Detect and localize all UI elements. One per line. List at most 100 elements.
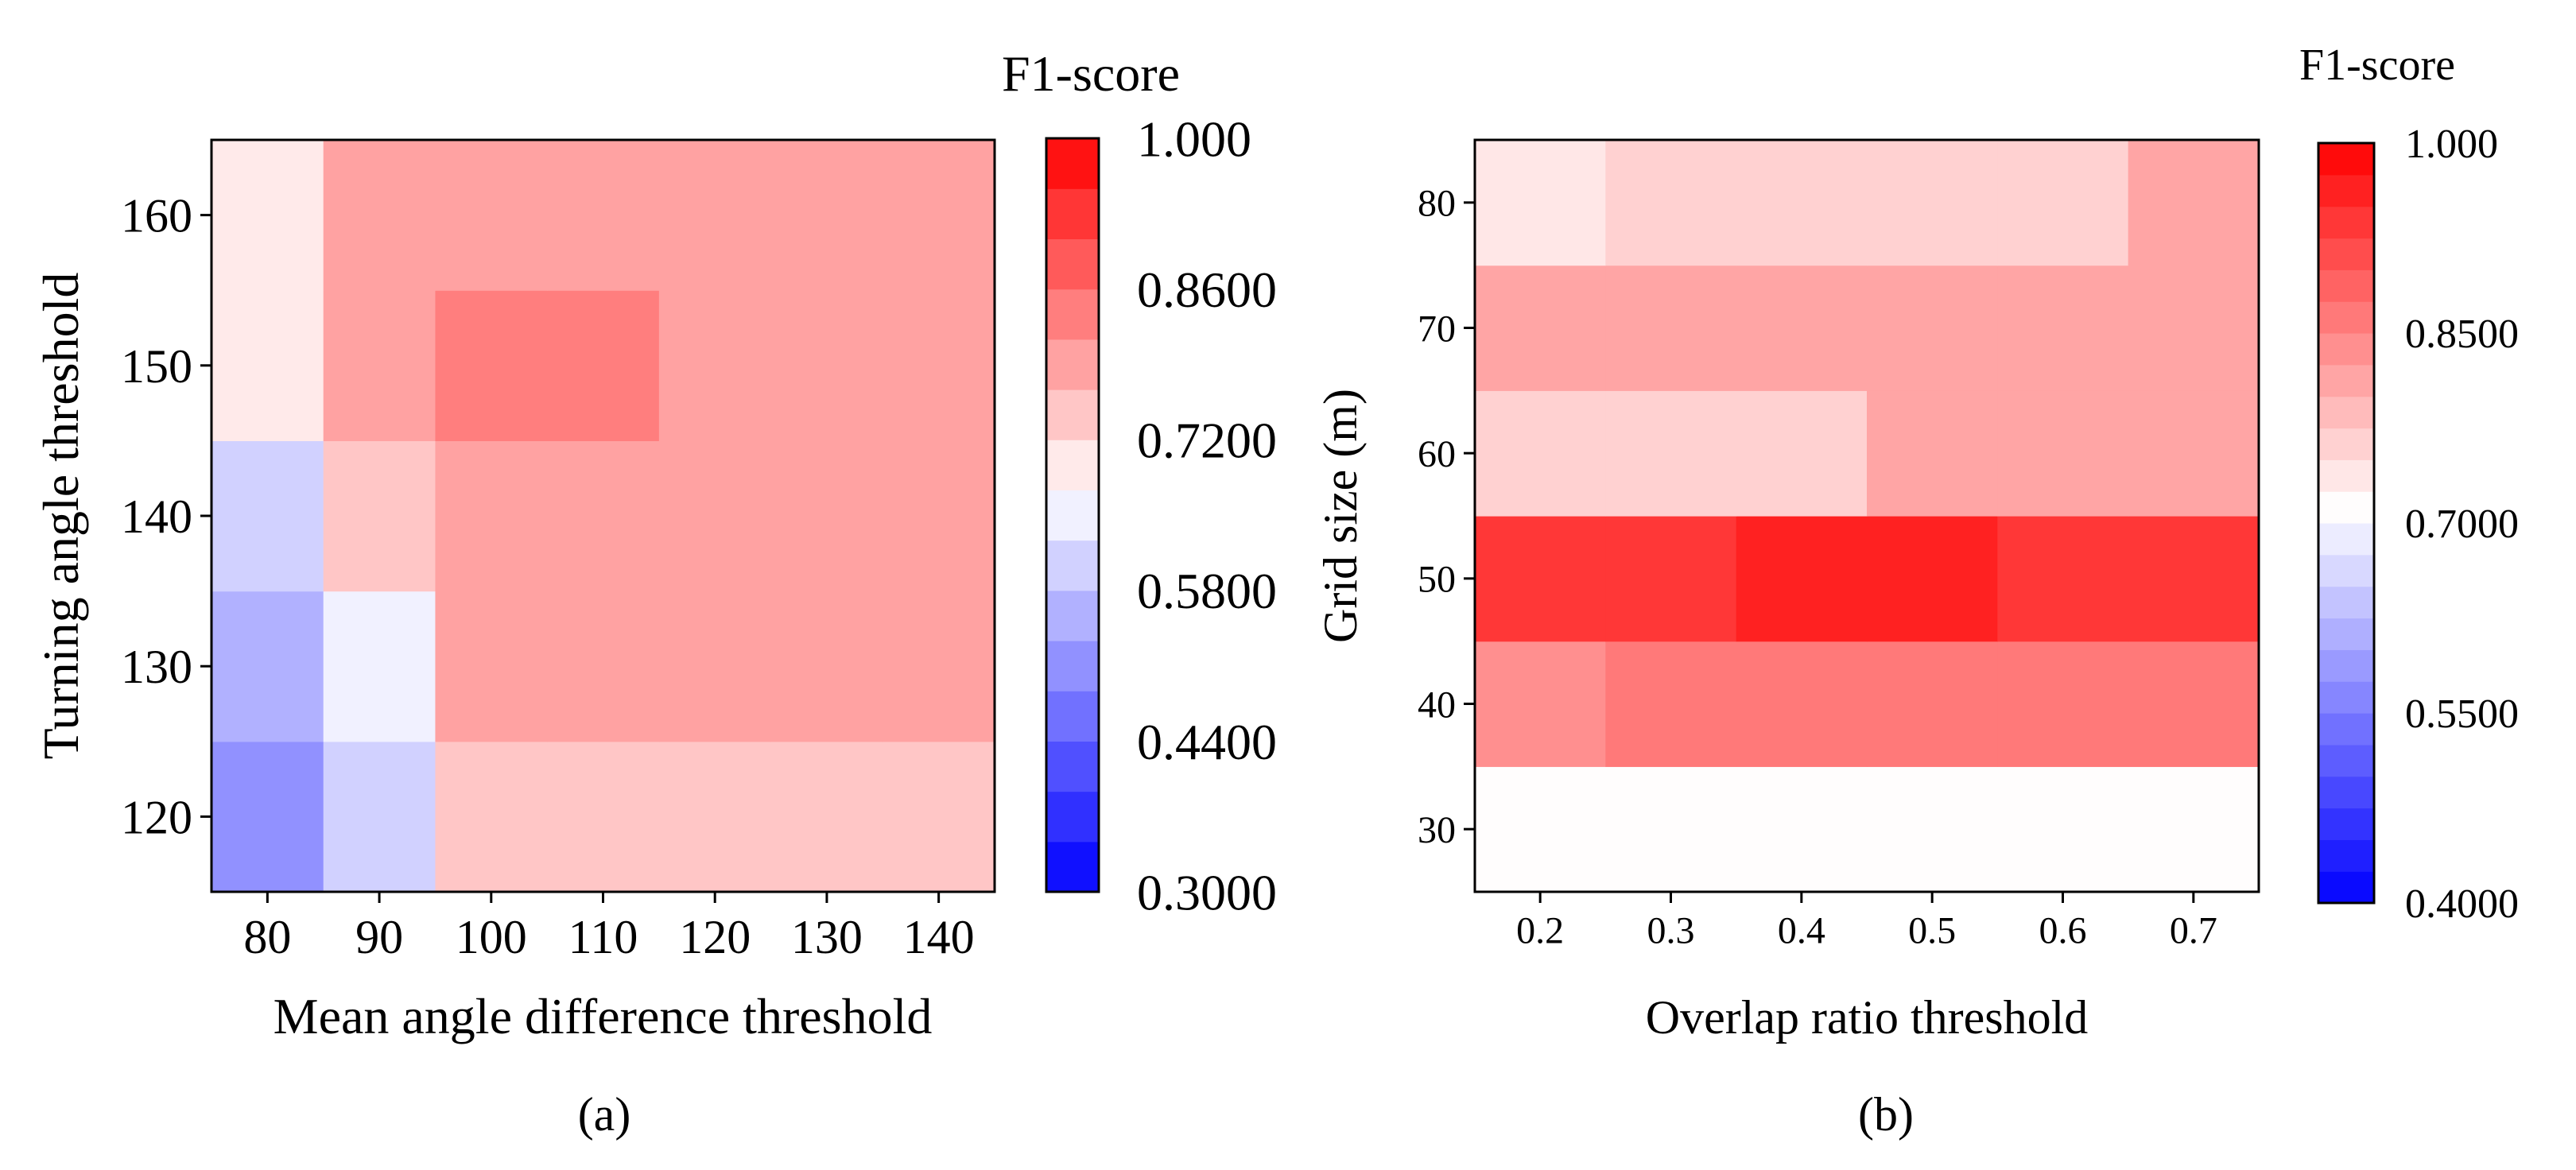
y-tick-label: 120 [121, 791, 192, 843]
heatmap-cell [211, 290, 324, 441]
heatmap-cell [770, 440, 883, 592]
heatmap-cell [1867, 516, 1998, 642]
heatmap-cell [770, 140, 883, 291]
heatmap-cell [658, 140, 772, 291]
heatmap-cell [883, 140, 995, 291]
heatmap-cell [323, 290, 436, 441]
y-tick-label: 130 [121, 641, 192, 693]
heatmap-cell [658, 440, 772, 592]
heatmap-cell [211, 440, 324, 592]
heatmap-cell [1867, 265, 1998, 391]
panel-a-x-axis: 80 90 100 110 120 130 140 [243, 892, 975, 963]
colorbar-segment [1046, 590, 1099, 641]
panel-a-y-axis: 120 130 140 150 160 [121, 190, 211, 843]
heatmap-cell [547, 741, 660, 893]
colorbar-segment [2318, 238, 2374, 270]
panel-b-y-axis: 30 40 50 60 70 80 [1418, 183, 1475, 851]
heatmap-cell [883, 591, 995, 742]
heatmap-cell [1605, 516, 1737, 642]
heatmap-cell [770, 591, 883, 742]
colorbar-tick-label: 0.8500 [2405, 312, 2519, 357]
y-tick-label: 150 [121, 340, 192, 393]
colorbar-tick-label: 0.5800 [1137, 563, 1277, 619]
heatmap-cell [2128, 390, 2260, 517]
heatmap-cell [883, 741, 995, 893]
panel-b-plot-frame [1473, 138, 2260, 893]
heatmap-cell [1605, 766, 1737, 893]
colorbar-tick-label: 0.4400 [1137, 714, 1277, 770]
colorbar-segment [2318, 206, 2374, 239]
colorbar-tick-label: 0.7200 [1137, 413, 1277, 469]
x-tick-label: 120 [679, 911, 751, 963]
panel-a-cells [211, 140, 995, 893]
x-tick-label: 130 [791, 911, 863, 963]
heatmap-cell [435, 140, 548, 291]
colorbar-segment [1046, 641, 1099, 692]
colorbar-segment [2318, 459, 2374, 492]
panel-b-x-axis-title: Overlap ratio threshold [1646, 991, 2089, 1044]
colorbar-segment [1046, 540, 1099, 591]
heatmap-cell [658, 591, 772, 742]
heatmap-cell [2128, 766, 2260, 893]
colorbar-segment [1046, 490, 1099, 541]
heatmap-cell [770, 741, 883, 893]
heatmap-cell [323, 440, 436, 592]
heatmap-cell [883, 290, 995, 441]
panel-a-colorbar: 1.000 0.8600 0.7200 0.5800 0.4400 0.3000 [1046, 110, 1277, 920]
colorbar-segment [2318, 523, 2374, 556]
heatmap-cell [1475, 516, 1606, 642]
panel-b-colorbar-frame [2317, 141, 2376, 905]
colorbar-segment [1046, 238, 1099, 290]
heatmap-cell [2128, 265, 2260, 391]
colorbar-segment [2318, 554, 2374, 587]
colorbar-segment [1046, 138, 1099, 189]
colorbar-tick-label: 0.7000 [2405, 502, 2519, 547]
x-tick-label: 90 [355, 911, 403, 963]
heatmap-cell [1475, 140, 1606, 266]
heatmap-cell [1997, 516, 2129, 642]
panel-b-label: (b) [1858, 1088, 1914, 1141]
colorbar-tick-label: 1.000 [2405, 122, 2498, 167]
panel-b-cells [1475, 140, 2260, 893]
heatmap-cell [1475, 641, 1606, 767]
heatmap-cell [1736, 140, 1868, 266]
y-tick-label: 30 [1418, 809, 1456, 851]
heatmap-cell [2128, 516, 2260, 642]
heatmap-cell [1475, 390, 1606, 517]
heatmap-cell [1736, 265, 1868, 391]
panel-a-label: (a) [578, 1088, 631, 1141]
colorbar-segment [2318, 269, 2374, 302]
y-tick-label: 160 [121, 190, 192, 242]
heatmap-cell [1997, 140, 2129, 266]
heatmap-cell [1867, 641, 1998, 767]
x-tick-label: 0.6 [2039, 909, 2087, 951]
heatmap-cell [547, 290, 660, 441]
colorbar-segment [2318, 649, 2374, 682]
heatmap-cell [211, 741, 324, 893]
y-tick-label: 60 [1418, 433, 1456, 475]
colorbar-segment [2318, 364, 2374, 397]
x-tick-label: 100 [456, 911, 527, 963]
x-tick-label: 0.4 [1778, 909, 1825, 951]
colorbar-segment [1046, 389, 1099, 440]
heatmap-panel-a: 80 90 100 110 120 130 140 120 130 140 150 160 Mean… [33, 45, 1277, 1141]
heatmap-cell [1475, 766, 1606, 893]
colorbar-segment [2318, 839, 2374, 872]
colorbar-tick-label: 0.3000 [1137, 864, 1277, 920]
colorbar-tick-label: 0.4000 [2405, 881, 2519, 927]
panel-b-x-axis: 0.2 0.3 0.4 0.5 0.6 0.7 [1516, 892, 2217, 951]
y-tick-label: 140 [121, 490, 192, 543]
panel-a-x-axis-title: Mean angle difference threshold [274, 988, 933, 1044]
heatmap-cell [1736, 390, 1868, 517]
colorbar-segment [2318, 586, 2374, 619]
heatmap-cell [1867, 140, 1998, 266]
heatmap-cell [883, 440, 995, 592]
colorbar-segment [1046, 289, 1099, 340]
heatmap-cell [323, 741, 436, 893]
colorbar-segment [2318, 713, 2374, 746]
colorbar-segment [2318, 776, 2374, 809]
panel-a-y-axis-title: Turning angle threshold [33, 273, 89, 760]
colorbar-tick-label: 0.5500 [2405, 692, 2519, 737]
colorbar-segment [1046, 841, 1099, 893]
